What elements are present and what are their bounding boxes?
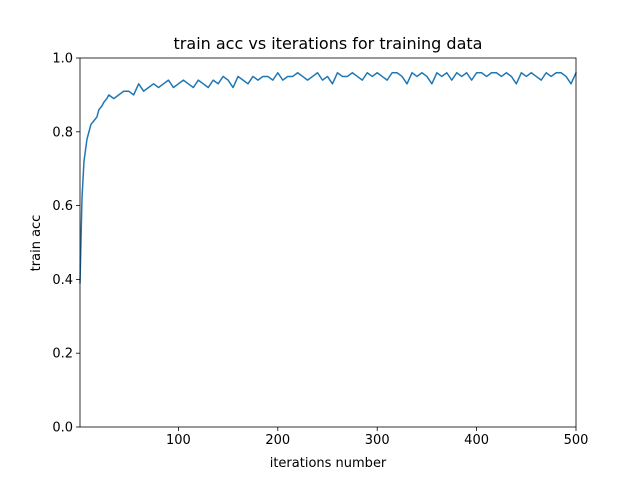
y-tick-label: 0.0 — [52, 421, 73, 436]
x-tick-label: 200 — [265, 433, 290, 448]
x-tick-label: 400 — [464, 433, 489, 448]
chart-title: train acc vs iterations for training dat… — [174, 34, 483, 53]
axes-frame — [79, 57, 577, 428]
x-tick-label: 300 — [365, 433, 390, 448]
y-tick-label: 0.4 — [52, 273, 73, 288]
y-tick-label: 1.0 — [52, 52, 73, 67]
y-tick-label: 0.8 — [52, 125, 73, 140]
plot-area: 100 200 300 400 500 0.0 0.2 0.4 0.6 0.8 1.0 — [52, 52, 588, 449]
x-tick-label: 500 — [564, 433, 589, 448]
y-tick-label: 0.6 — [52, 199, 73, 214]
y-axis-label: train acc — [29, 215, 44, 272]
x-tick-label: 100 — [166, 433, 191, 448]
series-line-0 — [79, 72, 577, 284]
x-axis-label: iterations number — [270, 456, 387, 471]
y-tick-label: 0.2 — [52, 347, 73, 362]
